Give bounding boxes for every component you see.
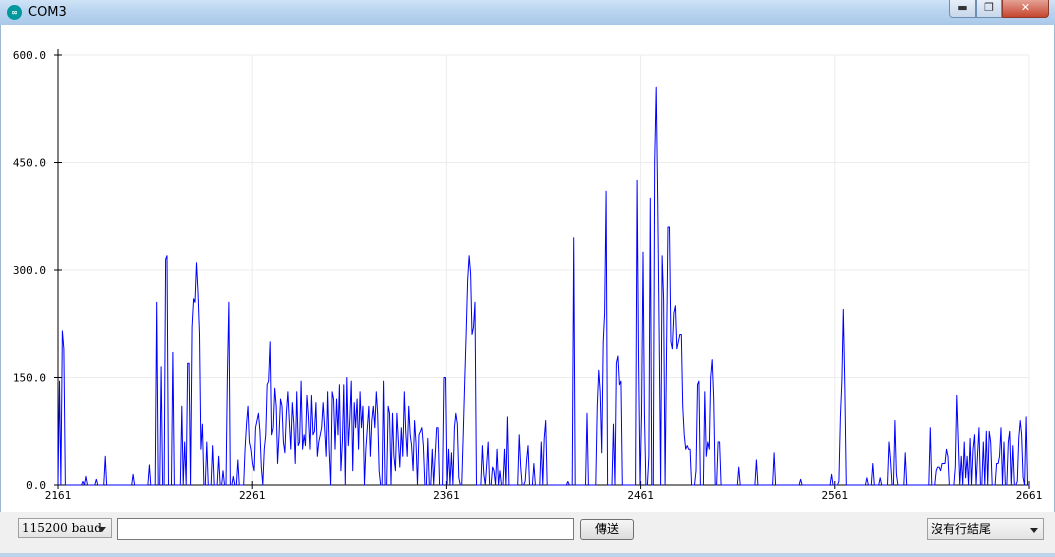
chevron-down-icon [1030,528,1038,533]
x-tick-label: 2361 [433,489,460,502]
line-ending-select[interactable]: 沒有行結尾 [927,518,1044,540]
baud-rate-value: 115200 baud [22,521,102,535]
send-button[interactable]: 傳送 [580,519,634,540]
chart-ticks: 0.0 150.0 300.0 450.0 600.0 2161 2261 2361 2461 2… [13,49,1042,502]
x-tick-label: 2161 [45,489,72,502]
x-tick-label: 2661 [1016,489,1043,502]
baud-rate-select[interactable]: 115200 baud [18,518,112,538]
y-tick-label: 300.0 [13,264,46,277]
y-tick-label: 150.0 [13,372,46,385]
maximize-button[interactable]: ❐ [976,0,1002,18]
series-line-serial [57,86,1029,486]
y-tick-label: 600.0 [13,49,46,62]
line-ending-value: 沒有行結尾 [931,522,992,536]
bottom-toolbar: 115200 baud 傳送 沒有行結尾 [0,512,1055,557]
serial-plotter-chart: 0.0 150.0 300.0 450.0 600.0 2161 2261 2361 2461 2… [13,49,1042,502]
chart-axes [57,49,1029,486]
y-tick-label: 0.0 [26,479,46,492]
chart-series [57,86,1029,486]
window-frame [0,25,1055,557]
chevron-down-icon [98,527,106,532]
window-title: COM3 [28,5,67,20]
x-tick-label: 2261 [239,489,266,502]
y-tick-label: 450.0 [13,157,46,170]
arduino-icon: ∞ [7,5,22,20]
chart-grid [58,54,1030,485]
title-bar: ∞ COM3 ▬ ❐ ✕ [0,0,1055,26]
message-input[interactable] [117,518,574,540]
close-button[interactable]: ✕ [1002,0,1049,18]
x-tick-label: 2461 [627,489,654,502]
minimize-button[interactable]: ▬ [949,0,976,18]
window-bottom-border [0,553,1055,557]
x-tick-label: 2561 [822,489,849,502]
